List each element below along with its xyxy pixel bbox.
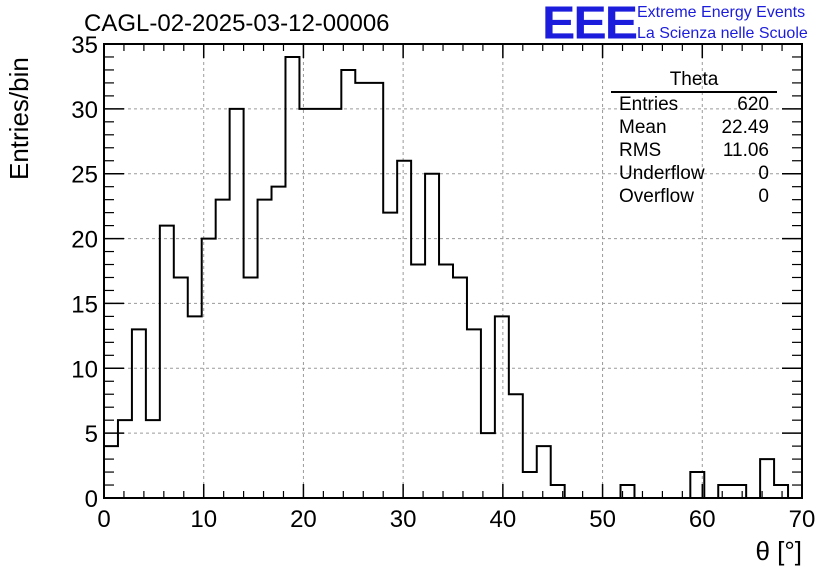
histogram-bin — [537, 446, 551, 498]
stats-row-overflow: Overflow 0 — [611, 185, 777, 208]
histogram-bin — [118, 420, 132, 498]
histogram-bin — [313, 109, 327, 498]
histogram-bin — [327, 109, 341, 498]
histogram-bin — [495, 316, 509, 498]
histogram-bin — [341, 70, 355, 498]
tick-labels: 0 10 20 30 40 50 60 70 0 5 10 15 20 25 30 35 — [71, 32, 815, 533]
logo-tagline-2: La Scienza nelle Scuole — [637, 25, 808, 42]
stats-value: 0 — [758, 186, 769, 207]
statistics-box: Theta Entries 620 Mean 22.49 RMS 11.06 U… — [611, 70, 777, 208]
axis-ticks — [103, 43, 803, 499]
grid-lines — [104, 44, 802, 498]
stats-value: 0 — [758, 163, 769, 184]
y-tick-label: 10 — [71, 356, 98, 383]
x-tick-label: 50 — [589, 506, 616, 533]
x-tick-label: 70 — [789, 506, 816, 533]
logo-tagline-1: Extreme Energy Events — [637, 4, 806, 21]
y-tick-label: 20 — [71, 227, 98, 254]
y-tick-label: 5 — [85, 421, 98, 448]
stats-row-entries: Entries 620 — [611, 93, 777, 116]
histogram-bin — [160, 226, 174, 498]
eee-logo: EEE — [542, 0, 638, 49]
y-tick-label: 25 — [71, 162, 98, 189]
stats-value: 11.06 — [722, 140, 769, 161]
stats-row-rms: RMS 11.06 — [611, 139, 777, 162]
stats-title: Theta — [611, 70, 777, 93]
histogram-bin — [369, 83, 383, 498]
run-title: CAGL-02-2025-03-12-00006 — [84, 10, 390, 37]
y-axis-label: Entries/bin — [4, 57, 34, 180]
histogram-bin — [774, 485, 788, 498]
histogram-bin — [718, 485, 732, 498]
histogram-bin — [258, 200, 272, 498]
histogram-bin — [174, 277, 188, 498]
x-tick-label: 40 — [490, 506, 517, 533]
plot-frame — [103, 43, 803, 499]
stats-label: RMS — [619, 140, 662, 161]
stats-value: 22.49 — [721, 117, 769, 138]
stats-label: Underflow — [619, 163, 705, 184]
histogram-bin — [355, 83, 369, 498]
x-tick-label: 10 — [190, 506, 217, 533]
histogram-bin — [272, 187, 286, 498]
histogram-bin — [397, 161, 411, 498]
histogram-bin — [760, 459, 774, 498]
histogram-bin — [481, 433, 495, 498]
histogram-bin — [383, 213, 397, 498]
histogram-bin — [411, 265, 425, 498]
x-tick-label: 0 — [97, 506, 110, 533]
x-axis-label: θ [°] — [755, 536, 802, 566]
histogram-bin — [244, 277, 258, 498]
stats-label: Entries — [619, 94, 679, 115]
histogram-bin — [732, 485, 746, 498]
histogram-bin — [202, 239, 216, 498]
histogram-bin — [188, 316, 202, 498]
y-tick-label: 15 — [71, 291, 98, 318]
x-tick-label: 30 — [390, 506, 417, 533]
stats-value: 620 — [737, 94, 769, 115]
stats-row-mean: Mean 22.49 — [611, 116, 777, 139]
histogram-bin — [146, 420, 160, 498]
histogram-bin — [690, 472, 704, 498]
y-tick-label: 35 — [71, 32, 98, 59]
x-tick-label: 20 — [290, 506, 317, 533]
histogram-bin — [285, 57, 299, 498]
histogram-bin — [425, 174, 439, 498]
y-tick-label: 30 — [71, 97, 98, 124]
stats-row-underflow: Underflow 0 — [611, 162, 777, 185]
histogram-bin — [523, 472, 537, 498]
histogram-bin — [453, 277, 467, 498]
histogram-bin — [509, 394, 523, 498]
y-tick-label: 0 — [85, 486, 98, 513]
histogram-bin — [216, 200, 230, 498]
stats-label: Mean — [619, 117, 667, 138]
histogram-bin — [230, 109, 244, 498]
histogram-bin — [132, 329, 146, 498]
histogram-bin — [104, 446, 118, 498]
stats-label: Overflow — [619, 186, 694, 207]
histogram-bin — [551, 485, 565, 498]
x-tick-label: 60 — [689, 506, 716, 533]
histogram-bin — [439, 265, 453, 498]
histogram-bin — [299, 109, 313, 498]
histogram-bin — [467, 329, 481, 498]
histogram-bin — [621, 485, 635, 498]
